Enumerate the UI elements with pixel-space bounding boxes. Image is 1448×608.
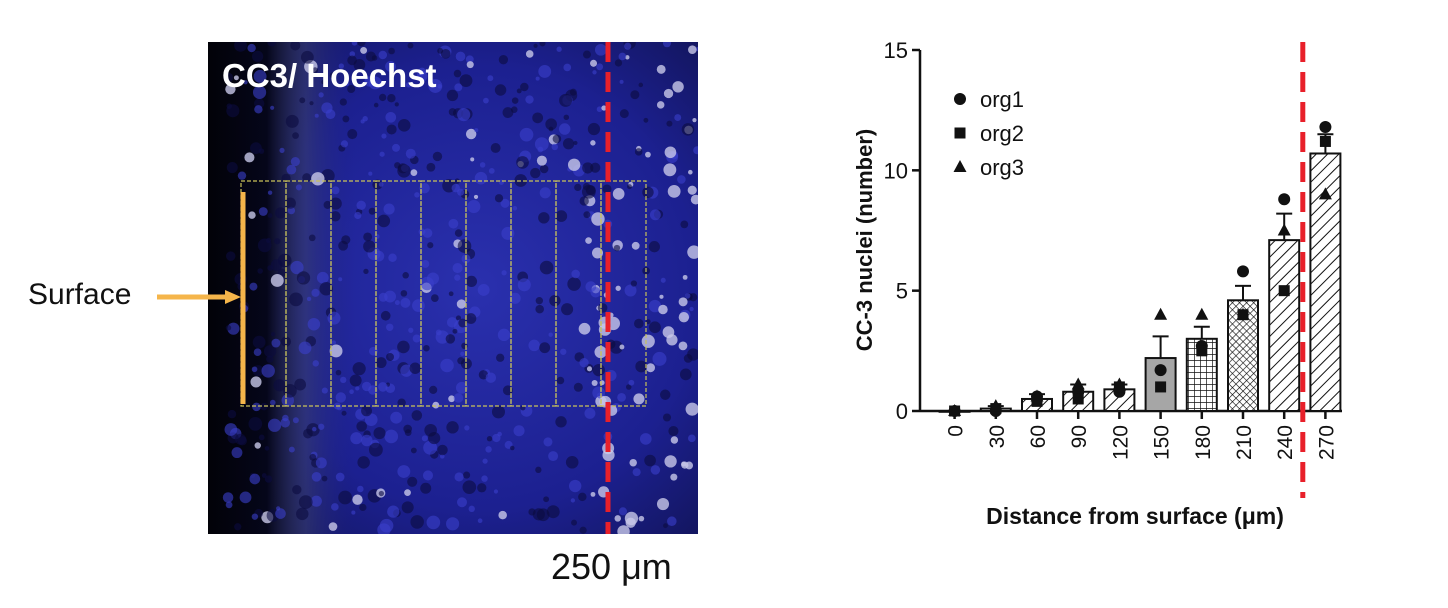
org2-point [1155,381,1167,393]
org3-point [1071,377,1085,390]
x-tick-label: 120 [1109,425,1132,460]
org3-point [948,404,962,416]
org1-point [1278,193,1291,206]
roi-grid [240,180,647,407]
y-tick-label: 0 [896,399,908,424]
stain-label: CC3/ Hoechst [222,57,437,94]
org1-point [1237,265,1249,278]
legend-label-org3: org3 [980,155,1024,180]
y-tick-label: 5 [896,279,908,304]
confocal-micrograph: CC3/ Hoechst [208,42,698,534]
legend-marker-org1 [954,93,966,105]
org3-point [1277,223,1291,236]
org3-point [1236,307,1250,320]
x-tick-label: 30 [986,425,1009,448]
scale-label: 250 μm [551,546,672,587]
org2-point [1319,135,1331,147]
y-tick-label: 10 [884,158,908,183]
org3-point [1318,187,1332,200]
legend-marker-org3 [953,160,967,172]
y-tick-label: 15 [884,38,908,63]
x-tick-label: 180 [1192,425,1215,460]
legend-label-org2: org2 [980,121,1024,146]
org1-point [1319,121,1332,134]
bar [1268,239,1301,412]
y-axis-label: CC-3 nuclei (number) [852,129,877,351]
org3-point [989,399,1003,412]
x-tick-label: 210 [1233,425,1256,460]
x-tick-label: 270 [1315,425,1338,460]
surface-arrow [157,290,241,304]
org1-point [1154,364,1167,377]
org3-point [1112,377,1126,390]
x-tick-label: 90 [1068,425,1091,448]
legend-label-org1: org1 [980,87,1024,112]
legend-marker-org2 [954,127,966,139]
x-tick-label: 150 [1151,425,1174,460]
org3-point [1195,307,1209,320]
org2-point [1278,285,1290,297]
org3-point [1154,307,1168,320]
x-tick-label: 0 [945,425,968,437]
org2-point [1196,345,1208,357]
org2-point [1072,393,1084,405]
x-tick-label: 240 [1274,425,1297,460]
surface-label: Surface [28,278,132,311]
x-axis-label: Distance from surface (μm) [986,503,1284,529]
org3-point [1030,389,1044,402]
x-tick-label: 60 [1027,425,1050,448]
